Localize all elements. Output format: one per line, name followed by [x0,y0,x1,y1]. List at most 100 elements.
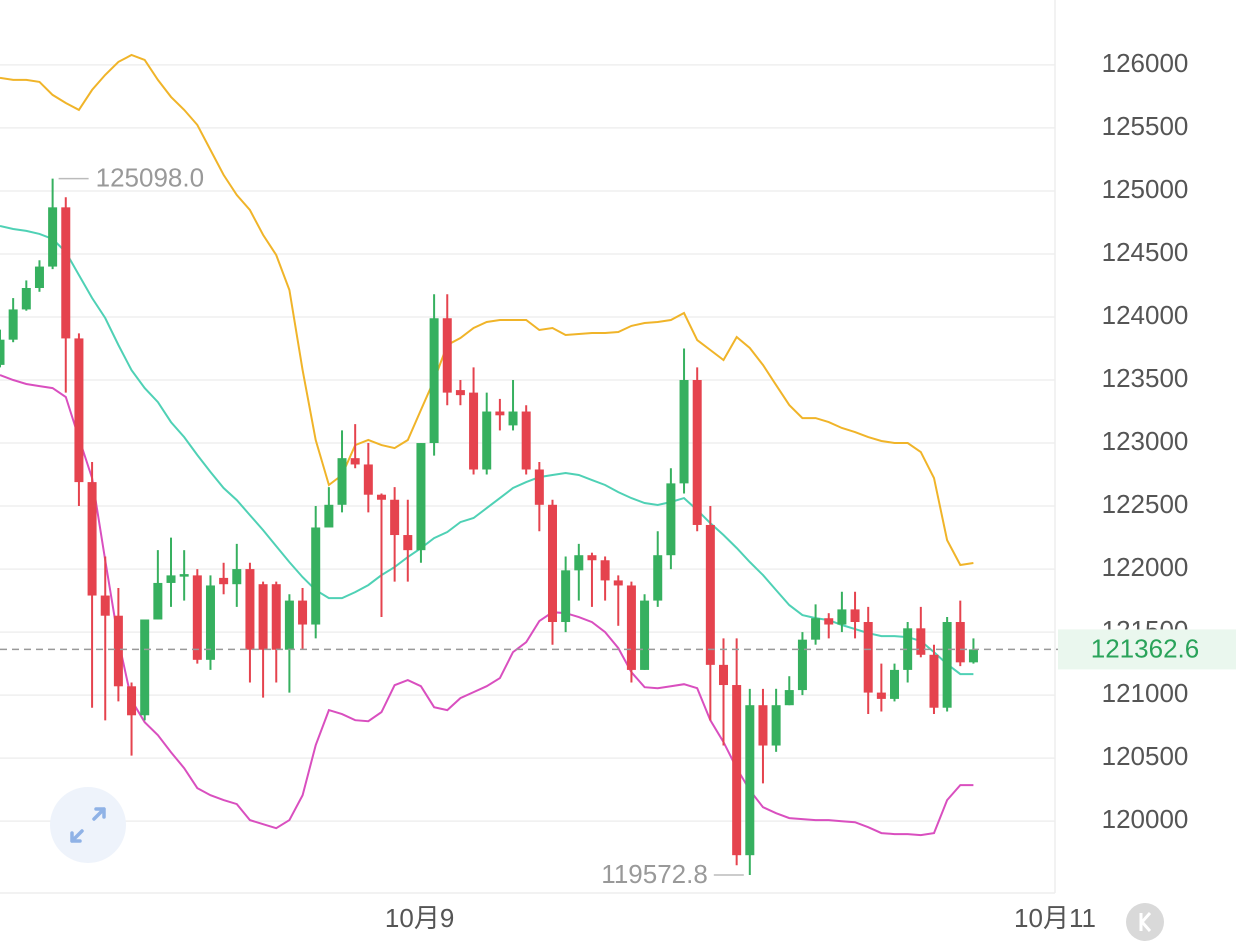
candle-body [890,669,900,699]
candle-body [442,318,452,393]
candle-body [771,705,781,746]
candle-body [758,705,768,746]
expand-button[interactable] [50,787,126,863]
candle-body [942,622,952,708]
candle-body [337,458,347,505]
expand-icon[interactable] [70,807,106,843]
candle-body [508,411,518,426]
candle-body [495,411,505,416]
candle-body [258,584,268,650]
x-tick-label: 10月11 [1014,903,1096,933]
candle-body [61,207,71,339]
k-bg[interactable] [1126,903,1164,941]
candle-body [876,692,886,699]
candle-body [811,618,821,640]
y-tick-label: 125000 [1102,174,1189,204]
candle-body [469,392,479,470]
candle-body [192,575,202,660]
candle-body [613,580,623,586]
k-icon[interactable] [1139,912,1152,932]
candle-body [166,575,176,583]
candle-body [87,482,97,596]
candle-body [784,690,794,706]
y-tick-label: 124000 [1102,300,1189,330]
candle-body [34,266,44,289]
candle-body [929,654,939,708]
candle-body [640,600,650,670]
candle-body [903,628,913,670]
candle-body [679,380,689,484]
x-tick-label: 10月9 [385,903,454,933]
candle-body [824,618,834,625]
candle-body [21,288,31,310]
candle-body [0,339,5,365]
candle-body [311,527,321,625]
candle-body [653,555,663,601]
candle-body [482,411,492,470]
candle-body [850,609,860,623]
max-label: 125098.0 [96,162,204,192]
candle-body [363,464,373,495]
candle-body [403,535,413,551]
candle-body [863,622,873,693]
y-tick-label: 123000 [1102,426,1189,456]
candle-body [547,504,557,623]
candle-body [127,686,137,716]
candle-body [113,615,123,687]
last-price-box [1058,629,1236,670]
y-tick-label: 120500 [1102,741,1189,771]
candle-body [153,582,163,620]
candle-body [232,569,242,585]
candle-body [968,649,978,663]
candle-body [692,380,702,525]
candle-body [705,524,715,665]
candle-body [271,584,281,650]
y-tick-label: 125500 [1102,111,1189,141]
candle-body [797,639,807,691]
candle-body [219,577,229,585]
candle-body [534,469,544,505]
candle-body [745,705,755,856]
y-tick-label: 124500 [1102,237,1189,267]
candle-body [376,494,386,500]
candle-body [416,443,426,551]
candle-body [666,483,676,556]
y-tick-label: 121000 [1102,678,1189,708]
band-line [0,374,974,837]
candle-body [74,338,84,483]
candle-body [48,207,58,267]
band-line [0,225,974,676]
k-button[interactable] [1126,903,1164,941]
y-tick-label: 122500 [1102,489,1189,519]
expand-bg[interactable] [50,787,126,863]
candle-body [100,595,110,616]
candle-body [521,411,531,470]
candle-body [179,574,189,577]
candle-body [732,685,742,856]
candle-body [574,555,584,571]
candle-body [429,318,439,444]
candle-body [600,560,610,581]
candle-body [284,600,294,650]
candle-body [298,600,308,625]
last-price-label: 121362.6 [1091,633,1199,663]
candle-body [205,585,215,660]
min-label: 119572.8 [601,859,708,889]
candle-body [587,555,597,561]
y-tick-label: 126000 [1102,48,1189,78]
candle-body [955,622,965,663]
candle-body [916,628,926,655]
candle-body [350,458,360,465]
candle-body [561,570,571,623]
candle-body [324,504,334,528]
y-tick-label: 123500 [1102,363,1189,393]
candle-body [626,585,636,670]
candle-body [140,619,150,716]
y-tick-label: 122000 [1102,552,1189,582]
candle-body [837,609,847,625]
y-tick-label: 120000 [1102,804,1189,834]
candle-body [719,664,729,686]
candle-body [8,309,18,340]
candle-body [455,390,465,396]
